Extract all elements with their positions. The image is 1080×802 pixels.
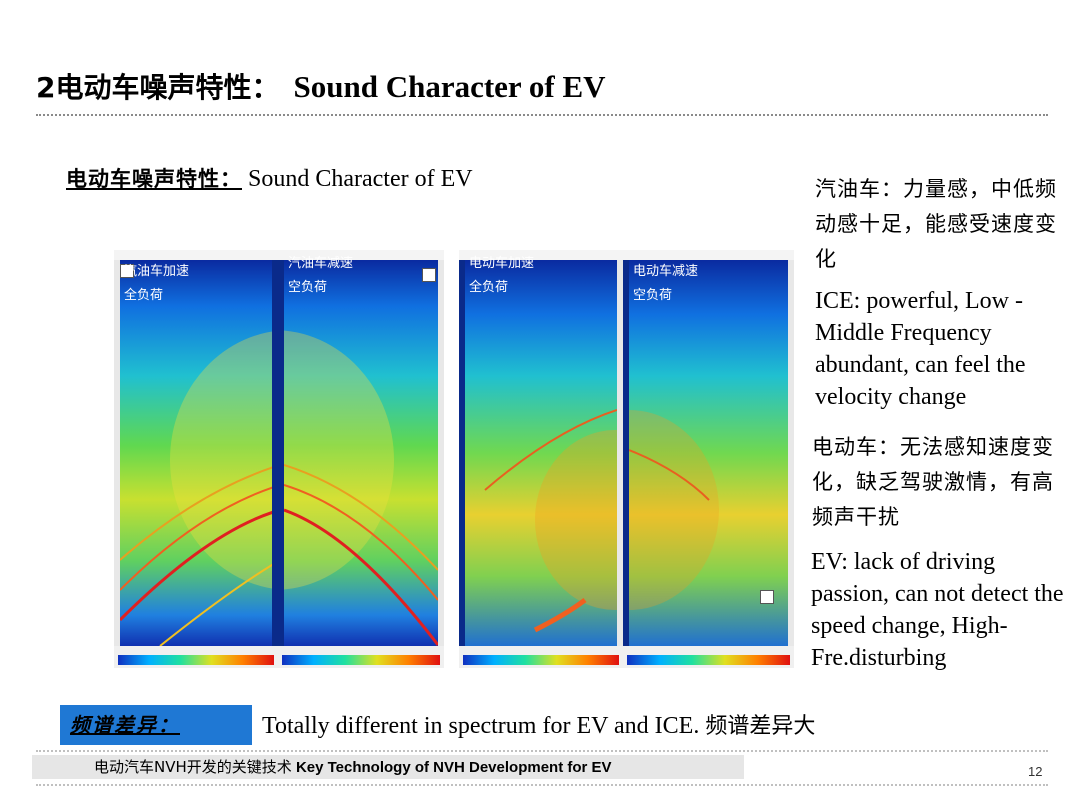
spectrogram-load-1: 全负荷 <box>124 288 164 303</box>
footer-text-cn: 电动汽车NVH开发的关键技术 <box>94 758 292 776</box>
section-subtitle: 电动车噪声特性： Sound Character of EV <box>66 163 473 195</box>
spectrogram-load-3: 全负荷 <box>469 280 509 295</box>
slide-title: 2电动车噪声特性： Sound Character of EV <box>36 64 606 110</box>
page-number: 12 <box>1028 764 1043 779</box>
marker-box <box>120 264 134 278</box>
color-scale <box>118 655 274 665</box>
spectrogram-load-4: 空负荷 <box>633 288 673 303</box>
ice-note-cn: 汽油车：力量感，中低频动感十足，能感受速度变化 <box>815 177 1057 271</box>
difference-text: Totally different in spectrum for EV and… <box>262 709 815 744</box>
difference-label-box <box>60 705 252 745</box>
marker-box <box>422 268 436 282</box>
footer-divider-bottom <box>36 784 1048 786</box>
difference-text-cn: 频谱差异大 <box>705 714 816 739</box>
color-scale <box>282 655 440 665</box>
footer-bar <box>32 755 744 779</box>
spectrogram-label-2: 汽油车减速 <box>288 256 354 271</box>
difference-text-en: Totally different in spectrum for EV and… <box>262 713 700 739</box>
spectrogram-label-1: 汽油车加速 <box>124 264 190 279</box>
title-divider <box>36 114 1048 116</box>
spectrogram-ice-decel: 汽油车减速 空负荷 <box>278 250 444 668</box>
ev-note-cn: 电动车：无法感知速度变化，缺乏驾驶激情，有高频声干扰 <box>812 435 1054 529</box>
subtitle-en: Sound Character of EV <box>248 166 473 192</box>
color-scale <box>627 655 790 665</box>
marker-box <box>760 590 774 604</box>
spectrogram-label-3: 电动车加速 <box>469 256 535 271</box>
ev-note-en: EV: lack of driving passion, can not det… <box>811 549 1064 671</box>
spectrogram-plot <box>465 260 617 646</box>
spectrogram-ice-accel: 汽油车加速 全负荷 <box>114 250 278 668</box>
spectrogram-label-4: 电动车减速 <box>633 264 699 279</box>
spectrogram-load-2: 空负荷 <box>288 280 328 295</box>
color-scale <box>463 655 619 665</box>
spectrogram-ev-decel: 电动车减速 空负荷 <box>623 250 794 668</box>
footer-text-en: Key Technology of NVH Development for EV <box>295 759 612 776</box>
spectrogram-ev-accel: 电动车加速 全负荷 <box>459 250 623 668</box>
slide-title-en: Sound Character of EV <box>293 69 606 104</box>
ice-note-en: ICE: powerful, Low -Middle Frequency abu… <box>815 288 1026 410</box>
spectrogram-plot <box>120 260 272 646</box>
spectrogram-plot <box>284 260 438 646</box>
subtitle-cn: 电动车噪声特性： <box>66 167 242 191</box>
spectrogram-plot <box>629 260 788 646</box>
slide-title-cn: 2电动车噪声特性： <box>36 71 280 104</box>
footer-text: 电动汽车NVH开发的关键技术 Key Technology of NVH Dev… <box>94 756 612 779</box>
difference-label: 频谱差异： <box>70 713 180 737</box>
footer-divider-top <box>36 750 1048 752</box>
spectrogram-figure: 汽油车加速 全负荷 汽油车减速 空负荷 <box>114 250 794 668</box>
